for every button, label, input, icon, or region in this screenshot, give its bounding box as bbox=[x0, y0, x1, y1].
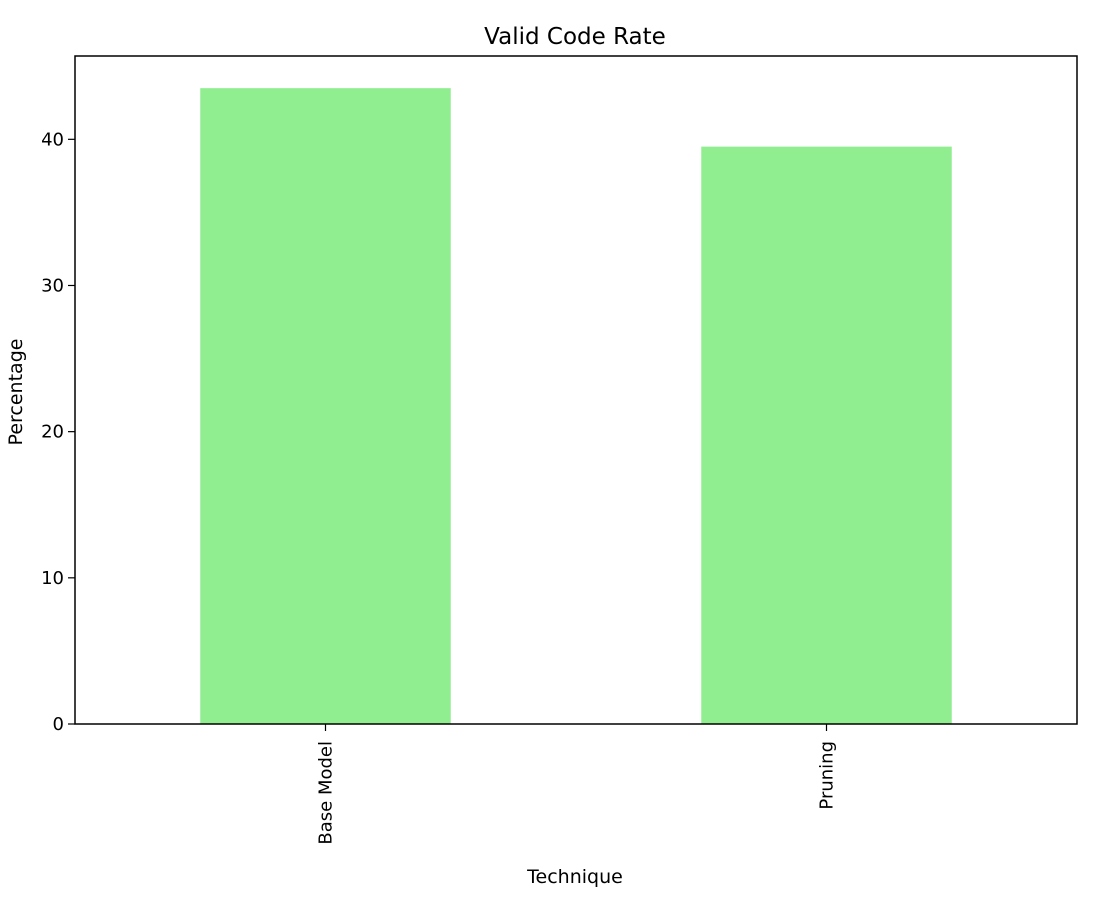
y-tick-label: 20 bbox=[41, 422, 64, 443]
y-axis-ticks: 0 10 20 30 40 bbox=[41, 129, 75, 735]
bar-pruning bbox=[701, 146, 952, 724]
x-axis-label: Technique bbox=[526, 866, 623, 888]
x-tick-label: Base Model bbox=[316, 741, 337, 845]
x-tick-label: Pruning bbox=[817, 741, 838, 810]
y-tick-label: 40 bbox=[41, 129, 64, 150]
y-axis-label: Percentage bbox=[5, 339, 27, 446]
y-tick-label: 0 bbox=[53, 714, 64, 735]
y-tick-label: 10 bbox=[41, 568, 64, 589]
y-tick-label: 30 bbox=[41, 275, 64, 296]
bar-base-model bbox=[200, 88, 451, 725]
bars-group bbox=[200, 88, 952, 725]
plot-frame bbox=[74, 55, 1078, 725]
chart-title: Valid Code Rate bbox=[484, 24, 666, 50]
x-axis-ticks: Base Model Pruning bbox=[316, 724, 838, 845]
